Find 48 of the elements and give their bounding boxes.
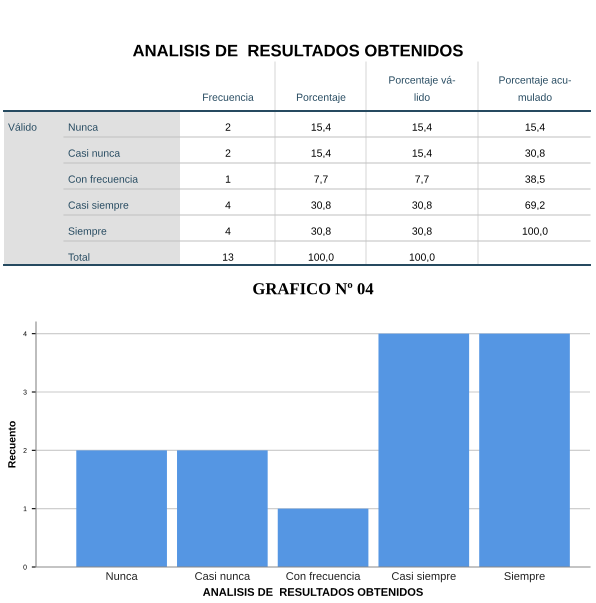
y-axis-title: Recuento — [8, 421, 16, 468]
text: Total — [68, 253, 90, 261]
text: 30,8 — [412, 201, 432, 210]
text: Frecuencia — [203, 93, 254, 101]
text: ANALISIS DE RESULTADOS OBTENIDOS — [132, 44, 463, 56]
x-tick-label: Casi nunca — [195, 572, 250, 580]
text: 100,0 — [308, 253, 334, 262]
text: 1 — [226, 176, 230, 183]
text: 15,4 — [312, 124, 331, 132]
text: 13 — [223, 253, 234, 261]
x-tick-label: Siempre — [504, 572, 545, 582]
text: Siempre — [68, 227, 106, 237]
text: 100,0 — [410, 253, 435, 262]
bar — [177, 450, 268, 567]
text: Casi siempre — [68, 201, 128, 211]
text: Porcentaje vá- lido — [389, 76, 456, 101]
text: Porcentaje — [296, 93, 346, 103]
text: 69,2 — [525, 201, 545, 210]
text: 100,0 — [522, 227, 548, 236]
bar — [76, 450, 167, 567]
text: 15,4 — [412, 150, 432, 158]
text: 30,8 — [311, 201, 331, 210]
text: 4 — [225, 228, 231, 235]
text: Válido — [8, 123, 37, 131]
bar — [479, 334, 570, 567]
x-tick-label: Casi siempre — [392, 572, 456, 582]
text: 15,4 — [526, 124, 545, 132]
bar — [278, 508, 368, 567]
x-tick-label: Con frecuencia — [286, 572, 360, 580]
chart-title: GRAFICO Nº 04 — [253, 283, 374, 294]
text: 2 — [226, 149, 230, 157]
text: 30,8 — [311, 227, 331, 236]
text: Nunca — [68, 124, 98, 131]
text: Casi nunca — [68, 149, 120, 157]
text: Con frecuencia — [68, 175, 138, 183]
text: Porcentaje acu- mulado — [499, 76, 572, 101]
text: 38,5 — [525, 175, 545, 184]
text: 4 — [225, 202, 231, 209]
text: 7,7 — [314, 176, 328, 184]
text: 2 — [226, 123, 230, 131]
text: 7,7 — [415, 176, 429, 184]
bar — [378, 334, 470, 567]
text: 15,4 — [312, 150, 331, 158]
x-tick-label: Nunca — [106, 572, 138, 580]
x-axis-title: ANALISIS DE RESULTADOS OBTENIDOS — [202, 588, 423, 596]
text: 30,8 — [525, 149, 545, 158]
text: 15,4 — [412, 124, 432, 132]
text: 30,8 — [412, 227, 432, 236]
